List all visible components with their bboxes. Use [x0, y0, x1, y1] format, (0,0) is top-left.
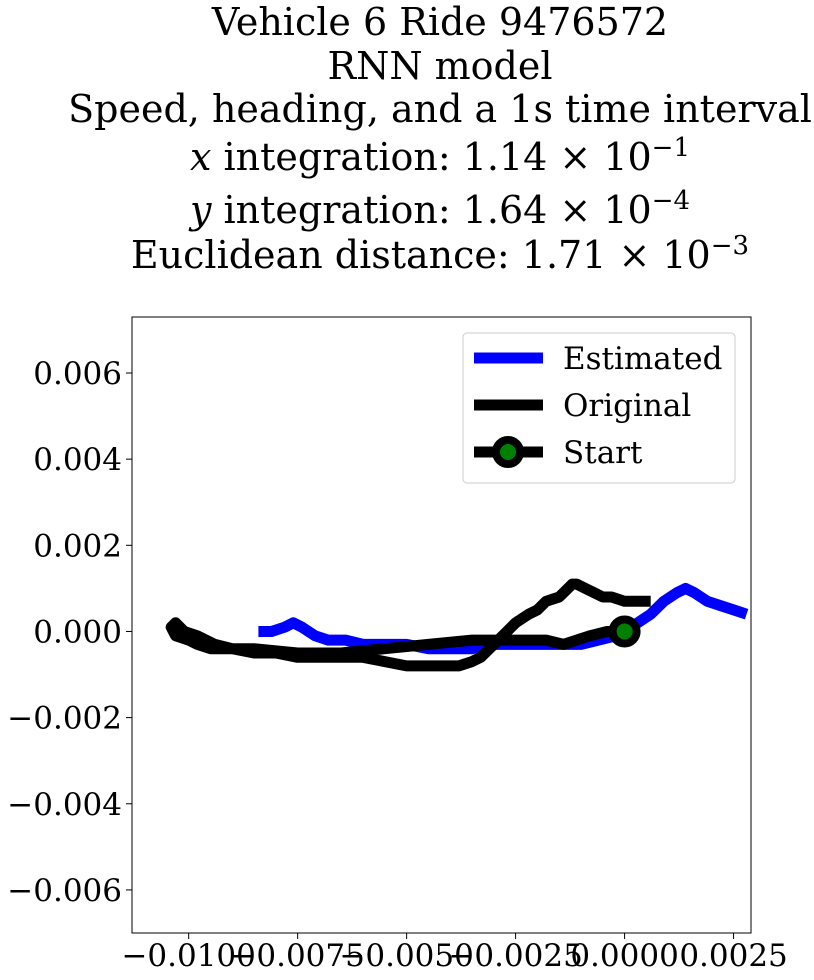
y-tick-label: 0.006 [33, 356, 122, 392]
title-part: Vehicle 6 Ride 9476572 [211, 0, 668, 44]
y-axis: 0.006 0.004 0.002 0.000 −0.002 −0.004 −0.006 [7, 356, 132, 909]
title-part: −1 [652, 133, 690, 163]
title-line-2: RNN model [327, 44, 552, 88]
y-tick-label: 0.004 [33, 442, 122, 478]
legend-box [462, 332, 736, 484]
series-line-original [165, 578, 651, 672]
legend-label-estimated: Estimated [563, 341, 722, 377]
legend-label-start: Start [563, 435, 643, 471]
title-line-3: Speed, heading, and a 1s time interval [68, 87, 812, 131]
title-part: Speed, heading, and a 1s time interval [68, 87, 812, 131]
plot-series [165, 578, 749, 672]
title-part: x [190, 135, 211, 179]
title-part: integration: 1.14 × 10 [211, 135, 651, 179]
legend-marker-start [492, 436, 524, 468]
plot-frame [131, 316, 752, 934]
x-tick-label: −0.0100 [121, 938, 255, 974]
title-part: integration: 1.64 × 10 [211, 188, 651, 232]
y-tick-label: −0.002 [7, 701, 122, 737]
x-tick-label: −0.0075 [230, 938, 364, 974]
y-tick-label: −0.006 [7, 873, 122, 909]
title-part: −4 [652, 186, 690, 216]
legend-label-original: Original [563, 388, 691, 424]
legend: Estimated Original Start [462, 332, 736, 484]
title-line-4: x integration: 1.14 × 10−1 [190, 133, 690, 179]
title-part: −3 [711, 231, 749, 261]
x-tick-label: 0.0000 [570, 938, 678, 974]
title-part: RNN model [327, 44, 552, 88]
title-part: Euclidean distance: 1.71 × 10 [131, 233, 711, 277]
x-tick-label: −0.0025 [448, 938, 582, 974]
x-tick-label: −0.0050 [339, 938, 473, 974]
y-tick-label: 0.002 [33, 528, 122, 564]
y-tick-label: 0.000 [33, 614, 122, 650]
x-tick-label: 0.0025 [679, 938, 787, 974]
y-tick-label: −0.004 [7, 787, 122, 823]
title-line-1: Vehicle 6 Ride 9476572 [211, 0, 668, 44]
title-part: y [188, 188, 212, 232]
start-marker [608, 615, 641, 648]
title-line-5: y integration: 1.64 × 10−4 [188, 186, 690, 232]
title-line-6: Euclidean distance: 1.71 × 10−3 [131, 231, 749, 277]
